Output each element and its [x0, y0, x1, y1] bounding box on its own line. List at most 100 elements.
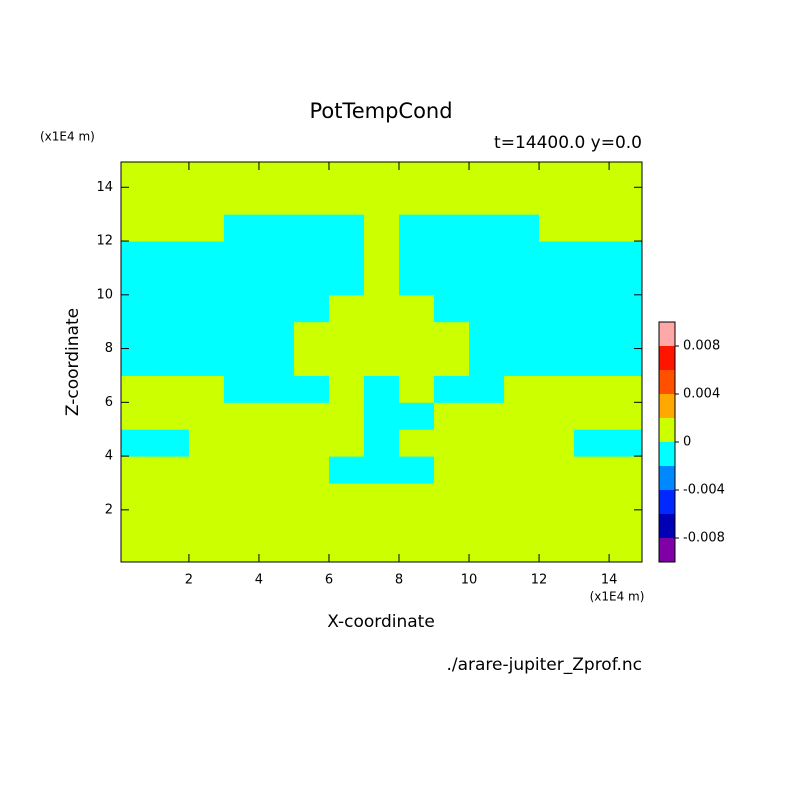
contour-cell — [504, 267, 540, 296]
contour-cell — [469, 241, 505, 269]
contour-cell — [258, 429, 295, 457]
contour-cell — [223, 482, 260, 511]
colorbar-tick-label: 0.004 — [683, 387, 720, 402]
contour-cell — [258, 402, 295, 430]
contour-cell — [328, 482, 365, 511]
contour-cell — [223, 214, 260, 242]
colorbar-frame — [658, 321, 676, 563]
contour-cell — [328, 294, 365, 323]
contour-cell — [609, 482, 642, 511]
contour-cell — [609, 321, 642, 350]
contour-cell — [223, 187, 260, 215]
contour-cell — [574, 321, 610, 350]
contour-cell — [363, 402, 400, 430]
contour-cell — [258, 241, 295, 269]
contour-cell — [223, 402, 260, 430]
contour-cell — [363, 375, 400, 403]
contour-cell — [504, 321, 540, 350]
contour-cell — [469, 321, 505, 350]
contour-cell — [469, 187, 505, 215]
contour-cell — [434, 294, 470, 323]
contour-field — [121, 162, 642, 562]
contour-cell — [399, 267, 435, 296]
y-unit: (x1E4 m) — [40, 130, 95, 144]
contour-cell — [539, 429, 575, 457]
contour-cell — [363, 456, 400, 484]
contour-cell — [121, 509, 155, 538]
contour-cell — [258, 294, 295, 323]
contour-cell — [121, 429, 155, 457]
contour-cell — [153, 241, 190, 269]
contour-cell — [188, 321, 225, 350]
contour-cell — [188, 536, 225, 562]
colorbar-segment — [659, 418, 675, 442]
contour-cell — [188, 482, 225, 511]
colorbar-segment — [659, 514, 675, 538]
contour-cell — [504, 294, 540, 323]
y-tick-label: 4 — [105, 449, 113, 464]
contour-cell — [504, 375, 540, 403]
contour-cell — [121, 402, 155, 430]
contour-cell — [293, 162, 330, 188]
contour-cell — [539, 348, 575, 376]
contour-cell — [539, 187, 575, 215]
contour-cell — [153, 429, 190, 457]
contour-cell — [363, 187, 400, 215]
contour-cell — [363, 241, 400, 269]
contour-cell — [188, 267, 225, 296]
contour-cell — [574, 402, 610, 430]
contour-cell — [609, 294, 642, 323]
contour-cell — [504, 402, 540, 430]
contour-cell — [153, 187, 190, 215]
contour-cell — [399, 162, 435, 188]
contour-cell — [328, 241, 365, 269]
contour-cell — [188, 509, 225, 538]
contour-cell — [293, 509, 330, 538]
contour-cell — [328, 348, 365, 376]
contour-cell — [363, 429, 400, 457]
contour-cell — [609, 429, 642, 457]
contour-cell — [504, 187, 540, 215]
contour-cell — [293, 267, 330, 296]
colorbar-segment — [659, 490, 675, 514]
contour-cell — [434, 267, 470, 296]
contour-cell — [293, 321, 330, 350]
contour-cell — [469, 429, 505, 457]
colorbar-segment — [659, 538, 675, 562]
contour-cell — [539, 509, 575, 538]
contour-cell — [153, 509, 190, 538]
contour-cell — [469, 456, 505, 484]
contour-cell — [258, 536, 295, 562]
contour-cell — [434, 321, 470, 350]
contour-cell — [121, 214, 155, 242]
contour-cell — [258, 509, 295, 538]
colorbar-tick-label: 0.008 — [683, 339, 720, 354]
contour-cell — [293, 348, 330, 376]
contour-cell — [223, 429, 260, 457]
colorbar-tick-label: -0.004 — [683, 483, 725, 498]
contour-cell — [574, 482, 610, 511]
contour-cell — [293, 536, 330, 562]
colorbar-segment — [659, 394, 675, 418]
contour-cell — [363, 294, 400, 323]
contour-cell — [328, 187, 365, 215]
colorbar-tick-label: 0 — [683, 435, 691, 450]
colorbar-tick-label: -0.008 — [683, 531, 725, 546]
source-file: ./arare-jupiter_Zprof.nc — [446, 655, 642, 675]
contour-cell — [609, 162, 642, 188]
contour-cell — [223, 241, 260, 269]
contour-cell — [574, 456, 610, 484]
contour-cell — [153, 536, 190, 562]
colorbar-segment — [659, 442, 675, 466]
contour-cell — [153, 321, 190, 350]
contour-cell — [121, 536, 155, 562]
chart-subtitle: t=14400.0 y=0.0 — [494, 133, 642, 153]
contour-cell — [223, 267, 260, 296]
contour-cell — [504, 509, 540, 538]
contour-cell — [328, 456, 365, 484]
contour-cell — [399, 187, 435, 215]
y-tick-label: 12 — [96, 234, 113, 249]
contour-cell — [258, 482, 295, 511]
contour-cell — [434, 402, 470, 430]
contour-cell — [574, 429, 610, 457]
